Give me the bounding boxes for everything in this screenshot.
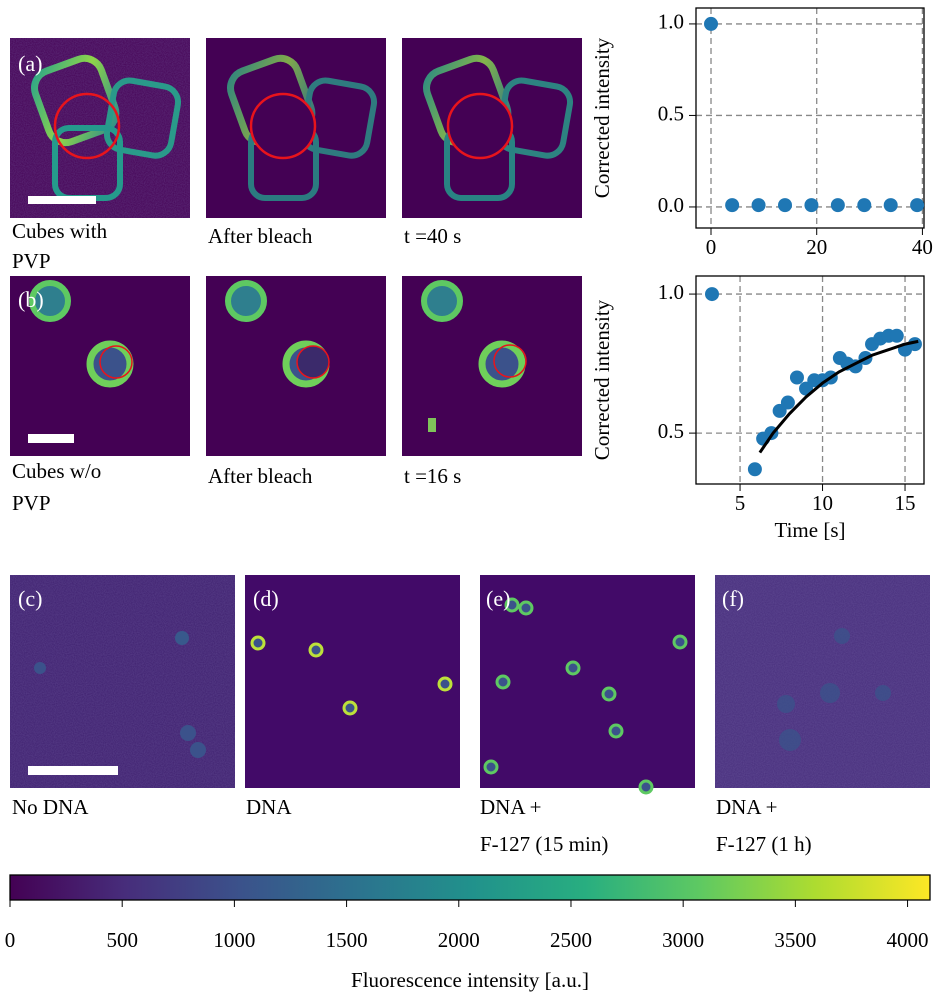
x-tick-label: 3000 <box>662 928 704 952</box>
image-a1 <box>10 38 190 218</box>
data-point <box>747 462 762 477</box>
x-tick-label: 40 <box>912 235 933 259</box>
x-axis-label: Time [s] <box>775 518 846 542</box>
x-tick-label: 0 <box>706 235 717 259</box>
data-point <box>907 337 922 352</box>
image-b1 <box>10 276 190 456</box>
image-b2 <box>206 276 386 456</box>
panel-label: (d) <box>253 586 279 611</box>
x-tick-label: 4000 <box>887 928 929 952</box>
caption: DNA + <box>480 795 541 819</box>
y-axis-label: Corrected intensity <box>590 299 614 460</box>
data-point <box>830 198 845 213</box>
x-tick-label: 20 <box>806 235 827 259</box>
data-point <box>778 198 793 213</box>
caption: Cubes w/o <box>12 459 101 483</box>
caption: t =40 s <box>404 224 461 248</box>
x-tick-label: 0 <box>5 928 16 952</box>
y-tick-label: 0.5 <box>658 101 684 125</box>
image-e <box>480 575 695 795</box>
image-a3 <box>402 38 582 218</box>
caption: PVP <box>12 249 51 273</box>
x-tick-label: 500 <box>106 928 138 952</box>
data-point <box>883 198 898 213</box>
data-point <box>705 287 720 302</box>
caption: PVP <box>12 491 51 515</box>
axes-frame <box>695 7 925 229</box>
caption: t =16 s <box>404 464 461 488</box>
caption: DNA + <box>716 795 777 819</box>
caption: After bleach <box>208 464 313 488</box>
caption: F-127 (1 h) <box>716 832 812 856</box>
image-a2 <box>206 38 386 218</box>
caption: F-127 (15 min) <box>480 832 608 856</box>
panel-label: (f) <box>722 586 744 611</box>
axes-frame <box>695 275 925 485</box>
x-tick-label: 5 <box>735 491 746 515</box>
y-axis-label: Corrected intensity <box>590 37 614 198</box>
colorbar <box>9 874 931 901</box>
data-point <box>725 198 740 213</box>
data-point <box>910 198 925 213</box>
data-point <box>857 198 872 213</box>
x-tick-label: 15 <box>895 491 916 515</box>
fit-line <box>758 339 919 454</box>
caption: DNA <box>246 795 292 819</box>
data-point <box>751 198 766 213</box>
image-b3 <box>402 276 582 456</box>
y-tick-label: 0.5 <box>658 419 684 443</box>
panel-label: (b) <box>18 287 44 312</box>
data-point <box>889 328 904 343</box>
caption: Cubes with <box>12 219 108 243</box>
x-tick-label: 10 <box>812 491 833 515</box>
x-tick-label: 1500 <box>326 928 368 952</box>
caption: No DNA <box>12 795 89 819</box>
image-d <box>245 575 460 788</box>
data-point <box>780 395 795 410</box>
caption: After bleach <box>208 224 313 248</box>
panel-label: (e) <box>486 586 510 611</box>
x-tick-label: 1000 <box>213 928 255 952</box>
data-point <box>789 370 804 385</box>
x-axis-label: Fluorescence intensity [a.u.] <box>351 968 589 992</box>
y-tick-label: 1.0 <box>658 280 684 304</box>
panel-label: (a) <box>18 51 42 76</box>
y-tick-label: 0.0 <box>658 193 684 217</box>
data-point <box>804 198 819 213</box>
x-tick-label: 2500 <box>550 928 592 952</box>
x-tick-label: 3500 <box>774 928 816 952</box>
data-point <box>704 16 719 31</box>
x-tick-label: 2000 <box>438 928 480 952</box>
image-c <box>10 575 235 788</box>
panel-label: (c) <box>18 586 42 611</box>
y-tick-label: 1.0 <box>658 10 684 34</box>
image-f <box>715 575 930 788</box>
